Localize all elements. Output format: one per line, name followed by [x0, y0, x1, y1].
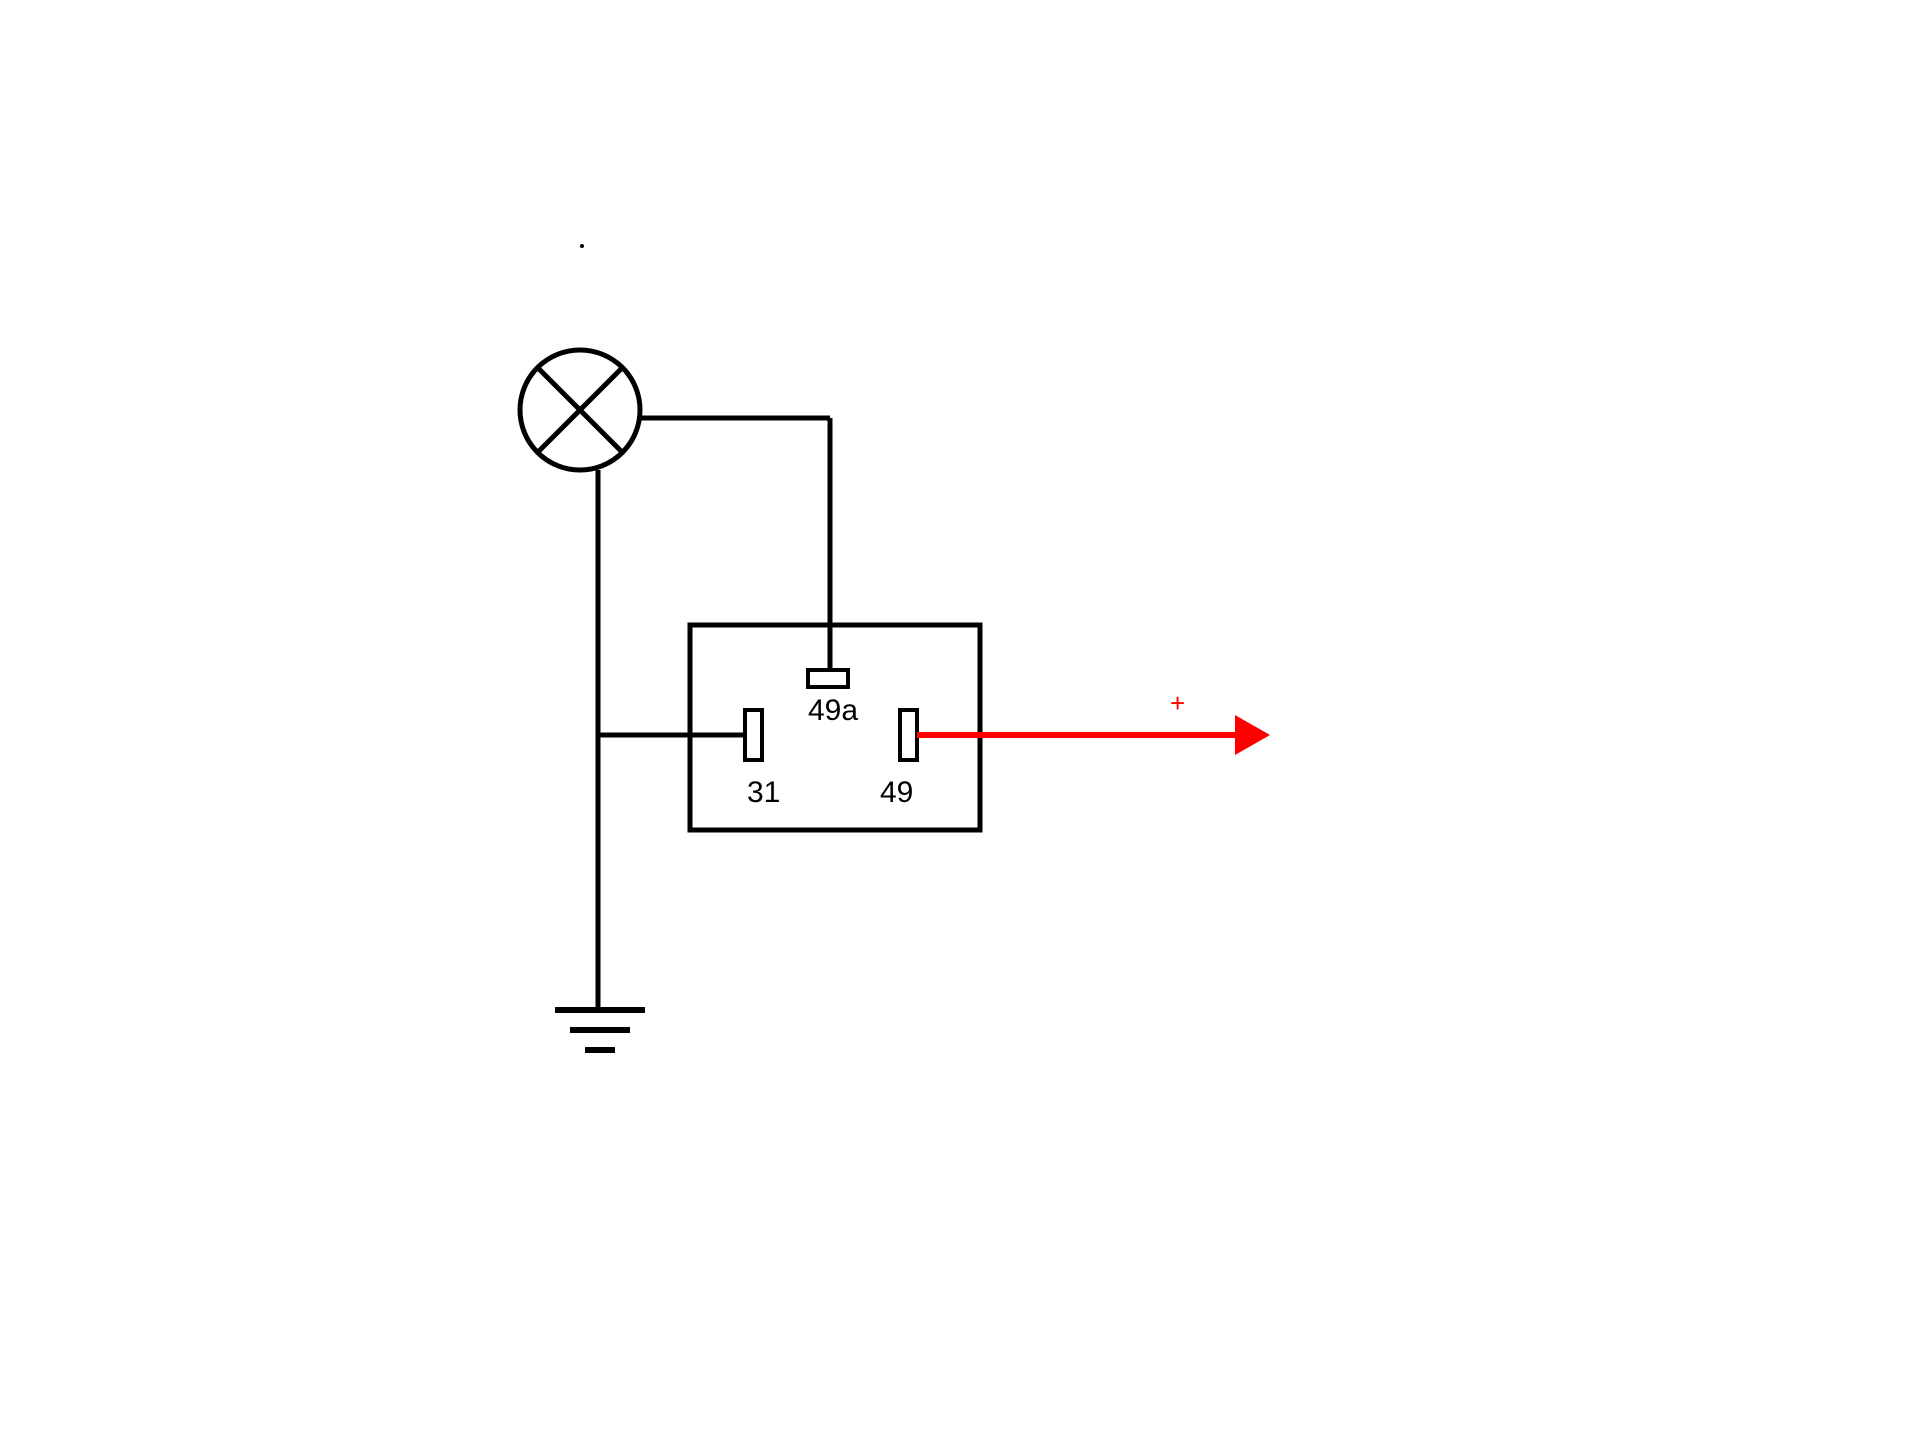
ground-icon — [555, 1010, 645, 1050]
relay-box — [690, 625, 980, 830]
flasher-relay-schematic: 49a 31 49 + — [0, 0, 1920, 1440]
label-49: 49 — [880, 776, 913, 809]
terminal-31 — [745, 710, 762, 760]
stray-dot — [580, 244, 584, 248]
label-49a: 49a — [808, 694, 858, 727]
lamp-icon — [520, 350, 640, 470]
terminal-49 — [900, 710, 917, 760]
terminal-49a — [808, 670, 848, 687]
positive-arrow — [917, 715, 1270, 755]
arrow-head-icon — [1235, 715, 1270, 755]
label-31: 31 — [747, 776, 780, 809]
label-positive: + — [1170, 688, 1185, 718]
